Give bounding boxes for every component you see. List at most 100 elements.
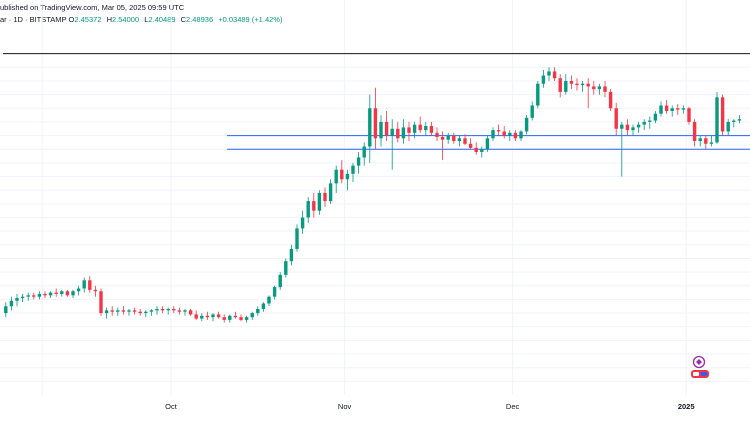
- candle-up: [648, 120, 652, 122]
- candle-up: [580, 83, 585, 86]
- candle-down: [603, 86, 607, 92]
- candle-up: [446, 135, 450, 140]
- candle-up: [15, 298, 19, 301]
- candle-down: [222, 317, 226, 320]
- candle-up: [60, 291, 64, 294]
- candle-down: [502, 131, 506, 136]
- candle-up: [144, 311, 148, 314]
- tradingview-flag-icon[interactable]: [689, 355, 711, 383]
- candle-down: [205, 315, 210, 318]
- candle-up: [48, 292, 53, 296]
- ohlc-close: C2.48936: [180, 15, 214, 24]
- symbol-label: ar · 1D · BITSTAMP: [0, 15, 67, 24]
- candle-up: [519, 131, 523, 139]
- candle-up: [289, 248, 294, 262]
- candle-up: [104, 310, 109, 314]
- candle-up: [261, 303, 266, 309]
- candle-down: [132, 310, 137, 312]
- candle-up: [737, 119, 742, 121]
- candle-up: [524, 117, 529, 132]
- candle-down: [407, 127, 411, 133]
- candles: [4, 67, 742, 323]
- candle-down: [32, 295, 36, 297]
- candle-up: [317, 192, 322, 211]
- x-tick-label: Nov: [338, 402, 352, 411]
- x-tick-label: 2025: [678, 402, 695, 411]
- candle-up: [726, 121, 730, 132]
- candle-up: [620, 124, 624, 129]
- candle-down: [468, 143, 473, 148]
- candle-up: [536, 83, 540, 106]
- candle-up: [362, 146, 366, 158]
- candle-down: [88, 280, 92, 290]
- candle-down: [586, 83, 590, 87]
- candle-down: [384, 121, 389, 136]
- candle-up: [681, 108, 686, 110]
- x-axis: OctNovDec2025FebMar: [165, 402, 695, 411]
- published-caption: ublished on TradingView.com, Mar 05, 202…: [0, 3, 185, 12]
- candle-down: [99, 291, 103, 314]
- candle-down: [160, 308, 165, 311]
- candle-down: [418, 124, 422, 131]
- candle-down: [396, 128, 400, 139]
- candle-down: [373, 108, 378, 139]
- candle-down: [340, 169, 344, 180]
- candle-up: [659, 105, 663, 114]
- candle-down: [474, 147, 478, 152]
- candle-down: [664, 105, 669, 111]
- candle-down: [720, 97, 725, 132]
- candle-up: [82, 280, 86, 289]
- candle-down: [429, 126, 434, 133]
- candle-down: [592, 86, 596, 90]
- symbol-ohlc-legend: ar · 1D · BITSTAMP O2.45372 H2.54000 L2.…: [0, 15, 282, 24]
- candle-down: [233, 315, 238, 318]
- candle-down: [452, 135, 456, 142]
- candle-up: [508, 132, 512, 136]
- candle-up: [155, 308, 159, 311]
- candle-up: [71, 291, 75, 296]
- candle-up: [272, 287, 277, 297]
- candle-up: [530, 105, 534, 118]
- candle-up: [76, 288, 81, 292]
- candle-down: [93, 289, 98, 292]
- candle-up: [356, 157, 361, 166]
- candle-down: [435, 132, 439, 137]
- candle-down: [692, 121, 697, 142]
- candle-up: [597, 86, 602, 90]
- candle-up: [200, 315, 204, 319]
- candle-up: [480, 149, 484, 152]
- candle-down: [110, 310, 114, 312]
- candle-up: [379, 121, 383, 139]
- candle-up: [345, 173, 350, 180]
- candle-up: [284, 261, 288, 275]
- candle-up: [37, 293, 42, 297]
- candle-up: [149, 310, 154, 312]
- candle-down: [552, 71, 557, 79]
- candle-up: [211, 314, 215, 318]
- candle-up: [183, 310, 187, 312]
- candle-up: [653, 113, 658, 121]
- candle-down: [54, 292, 58, 294]
- candle-up: [228, 315, 232, 320]
- candle-down: [687, 108, 691, 122]
- candle-down: [463, 138, 467, 144]
- candle-up: [127, 310, 131, 312]
- candle-up: [20, 296, 25, 299]
- candle-down: [440, 136, 445, 140]
- candle-up: [278, 274, 282, 288]
- ohlc-high: H2.54000: [106, 15, 140, 24]
- ohlc-open: O2.45372: [68, 15, 102, 24]
- candle-up: [166, 308, 170, 311]
- candle-up: [9, 300, 14, 307]
- candle-up: [295, 228, 299, 249]
- candle-down: [496, 130, 501, 132]
- candle-up: [424, 126, 428, 131]
- candle-up: [642, 121, 646, 125]
- candle-down: [177, 310, 182, 312]
- candle-up: [26, 295, 30, 297]
- candle-down: [575, 83, 579, 86]
- candle-down: [676, 108, 680, 110]
- candle-down: [239, 317, 243, 320]
- candle-up: [709, 142, 714, 144]
